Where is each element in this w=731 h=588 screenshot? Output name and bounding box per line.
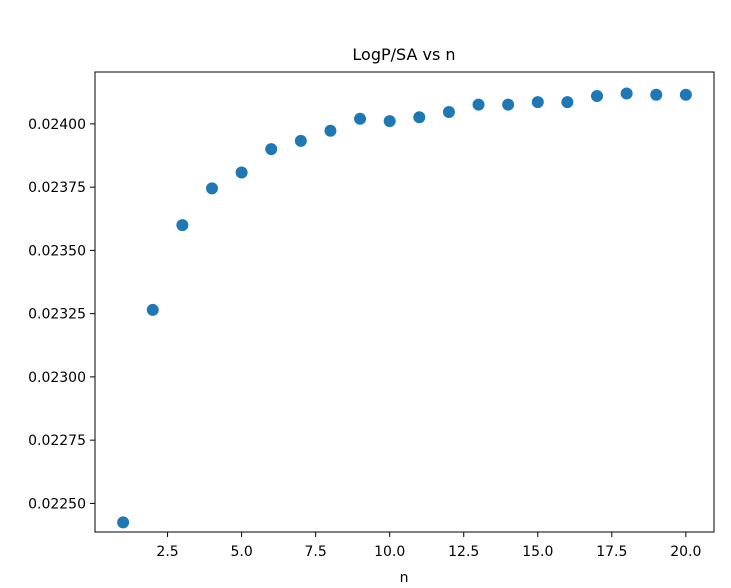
- data-point-13: [472, 98, 485, 111]
- x-tick-label: 10.0: [374, 544, 405, 560]
- data-point-11: [413, 111, 426, 124]
- data-point-8: [324, 124, 337, 137]
- plot-frame: [94, 71, 715, 533]
- y-tick-label: 0.02350: [28, 243, 86, 259]
- y-tick-label: 0.02300: [28, 370, 86, 386]
- x-tick-label: 7.5: [305, 544, 327, 560]
- data-point-2: [146, 303, 159, 316]
- data-point-6: [265, 143, 278, 156]
- data-point-1: [117, 516, 130, 529]
- x-tick-label: 20.0: [670, 544, 701, 560]
- data-point-4: [205, 182, 218, 195]
- data-point-7: [294, 134, 307, 147]
- data-point-9: [354, 112, 367, 125]
- x-axis-ticks: 2.5 5.0 7.5 10.0 12.5 15.0 17.5 20.0: [156, 532, 701, 560]
- data-point-5: [235, 166, 248, 179]
- data-point-18: [620, 87, 633, 100]
- x-axis-label: n: [400, 570, 409, 586]
- x-tick-label: 2.5: [156, 544, 178, 560]
- x-tick-label: 5.0: [230, 544, 252, 560]
- data-point-3: [176, 219, 189, 232]
- data-points: [117, 87, 692, 529]
- data-point-10: [383, 115, 396, 128]
- y-tick-label: 0.02400: [28, 117, 86, 133]
- x-tick-label: 15.0: [522, 544, 553, 560]
- data-point-17: [591, 90, 604, 103]
- chart-title: LogP/SA vs n: [352, 45, 455, 64]
- data-point-19: [650, 88, 663, 101]
- y-axis-ticks: 0.02250 0.02275 0.02300 0.02325 0.02350 0.023…: [28, 117, 95, 512]
- data-point-20: [679, 88, 692, 101]
- y-tick-label: 0.02250: [28, 496, 86, 512]
- data-point-16: [561, 96, 574, 109]
- y-tick-label: 0.02375: [28, 180, 86, 196]
- y-tick-label: 0.02325: [28, 307, 86, 323]
- x-tick-label: 17.5: [596, 544, 627, 560]
- data-point-12: [442, 105, 455, 118]
- data-point-15: [531, 96, 544, 109]
- y-tick-label: 0.02275: [28, 433, 86, 449]
- data-point-14: [502, 98, 515, 111]
- x-tick-label: 12.5: [448, 544, 479, 560]
